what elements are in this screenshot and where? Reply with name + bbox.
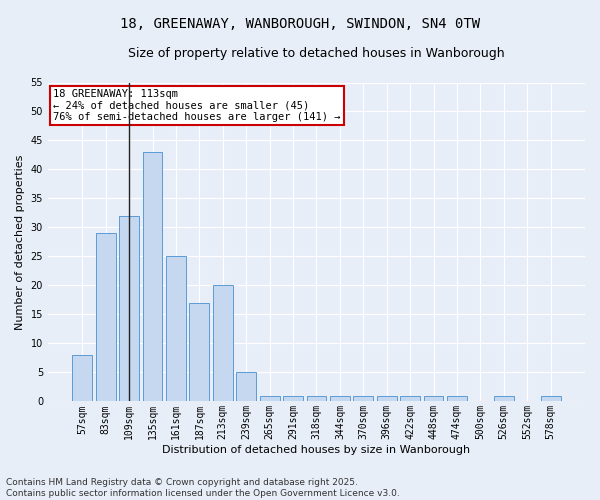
Bar <box>307 396 326 402</box>
Bar <box>400 396 420 402</box>
Bar <box>143 152 163 402</box>
Bar <box>353 396 373 402</box>
Bar <box>541 396 560 402</box>
Bar <box>190 303 209 402</box>
Bar <box>166 256 186 402</box>
Bar <box>96 234 116 402</box>
Y-axis label: Number of detached properties: Number of detached properties <box>15 154 25 330</box>
Bar <box>330 396 350 402</box>
Title: Size of property relative to detached houses in Wanborough: Size of property relative to detached ho… <box>128 48 505 60</box>
Bar <box>119 216 139 402</box>
Text: Contains HM Land Registry data © Crown copyright and database right 2025.
Contai: Contains HM Land Registry data © Crown c… <box>6 478 400 498</box>
X-axis label: Distribution of detached houses by size in Wanborough: Distribution of detached houses by size … <box>163 445 470 455</box>
Bar <box>213 286 233 402</box>
Bar <box>377 396 397 402</box>
Bar <box>260 396 280 402</box>
Text: 18 GREENAWAY: 113sqm
← 24% of detached houses are smaller (45)
76% of semi-detac: 18 GREENAWAY: 113sqm ← 24% of detached h… <box>53 89 341 122</box>
Bar <box>236 372 256 402</box>
Bar <box>494 396 514 402</box>
Text: 18, GREENAWAY, WANBOROUGH, SWINDON, SN4 0TW: 18, GREENAWAY, WANBOROUGH, SWINDON, SN4 … <box>120 18 480 32</box>
Bar <box>283 396 303 402</box>
Bar <box>424 396 443 402</box>
Bar <box>73 355 92 402</box>
Bar <box>447 396 467 402</box>
